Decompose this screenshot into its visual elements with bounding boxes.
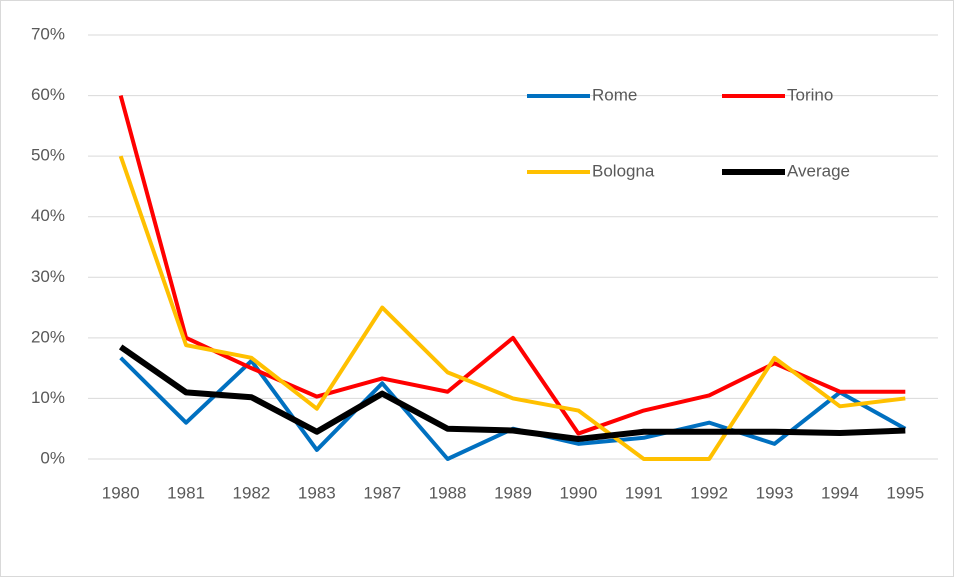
y-tick-label: 30% bbox=[31, 267, 65, 286]
x-tick-label: 1981 bbox=[167, 483, 205, 502]
y-tick-label: 40% bbox=[31, 206, 65, 225]
x-tick-label: 1989 bbox=[494, 483, 532, 502]
x-tick-label: 1988 bbox=[429, 483, 467, 502]
x-tick-label: 1992 bbox=[690, 483, 728, 502]
x-tick-label: 1983 bbox=[298, 483, 336, 502]
x-tick-label: 1987 bbox=[363, 483, 401, 502]
x-tick-label: 1982 bbox=[233, 483, 271, 502]
x-tick-label: 1993 bbox=[756, 483, 794, 502]
line-series bbox=[118, 344, 906, 443]
x-tick-label: 1990 bbox=[559, 483, 597, 502]
line-series bbox=[118, 155, 906, 461]
y-tick-label: 20% bbox=[31, 327, 65, 346]
x-tick-label: 1994 bbox=[821, 483, 859, 502]
y-tick-label: 60% bbox=[31, 85, 65, 104]
legend-label: Torino bbox=[787, 85, 833, 104]
x-tick-label: 1995 bbox=[886, 483, 924, 502]
legend-label: Average bbox=[787, 161, 850, 180]
line-series bbox=[118, 95, 906, 436]
legend-label: Rome bbox=[592, 85, 637, 104]
x-tick-label: 1980 bbox=[102, 483, 140, 502]
x-tick-label: 1991 bbox=[625, 483, 663, 502]
y-tick-label: 10% bbox=[31, 388, 65, 407]
y-tick-label: 50% bbox=[31, 146, 65, 165]
legend-label: Bologna bbox=[592, 161, 655, 180]
y-tick-label: 0% bbox=[40, 448, 65, 467]
y-tick-label: 70% bbox=[31, 24, 65, 43]
